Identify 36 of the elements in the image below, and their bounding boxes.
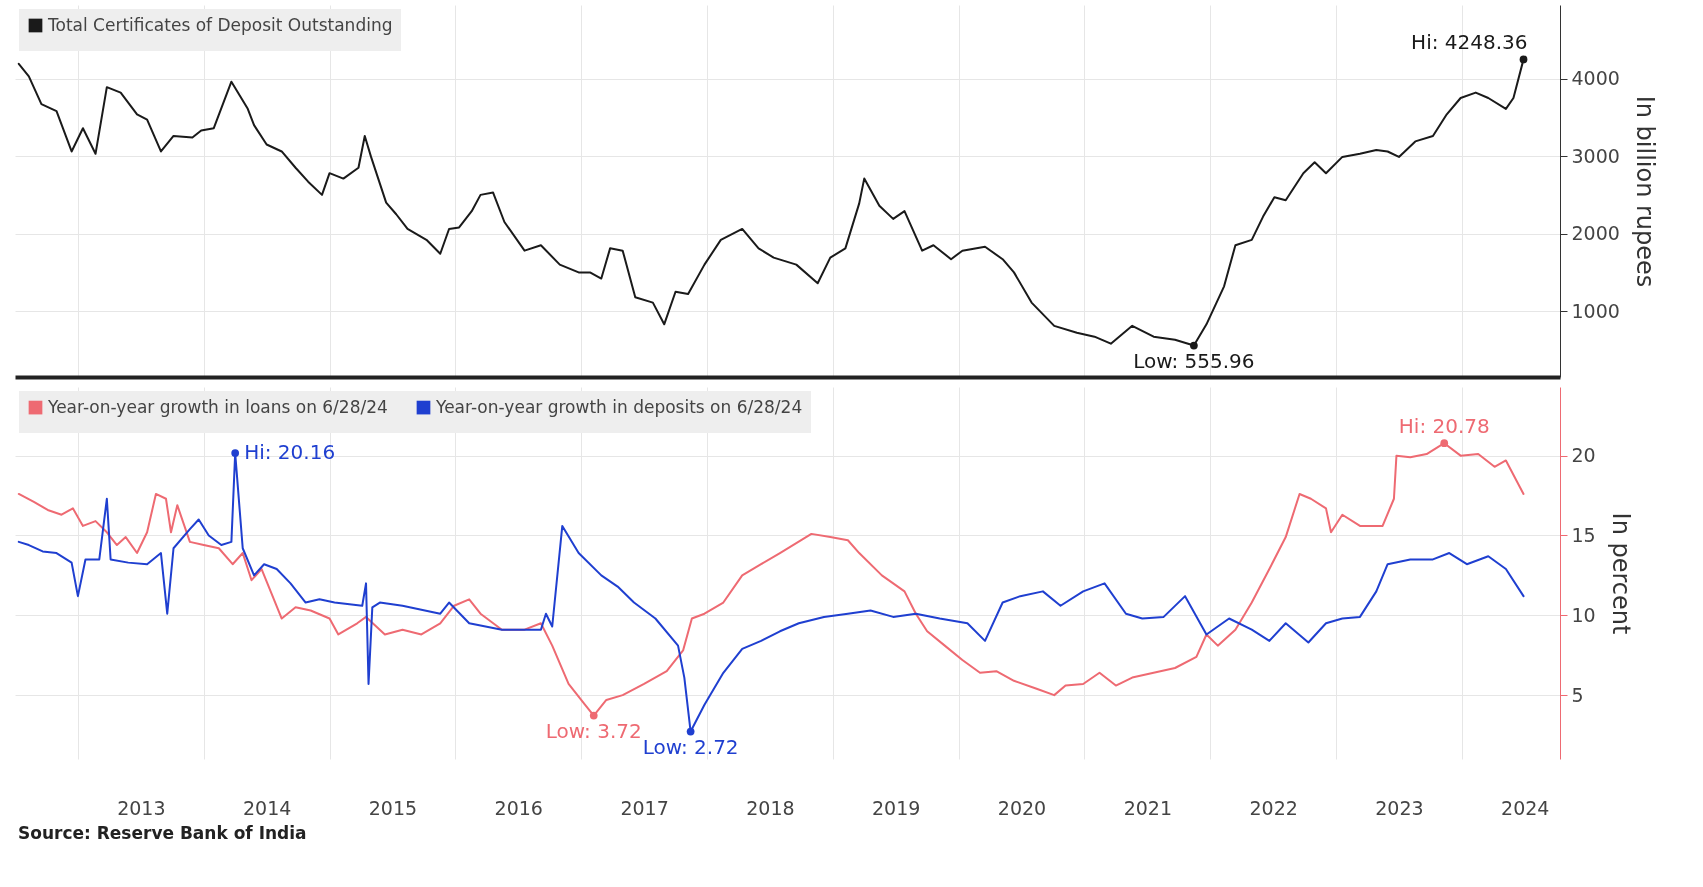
- point: [231, 449, 240, 457]
- point: [686, 727, 695, 736]
- x-tick-label: 2020: [997, 796, 1047, 819]
- y-tick-label: 2000: [1571, 222, 1620, 245]
- x-tick-label: 2017: [620, 796, 669, 819]
- y-axis-title: In percent: [1606, 512, 1635, 635]
- x-tick-label: 2015: [368, 796, 418, 819]
- x-tick-label: 2024: [1501, 796, 1550, 819]
- x-tick-label: 2022: [1249, 796, 1298, 819]
- y-tick-label: 15: [1571, 523, 1596, 546]
- annotation: Hi: 20.78: [1398, 414, 1490, 439]
- legend-label: Year-on-year growth in loans on 6/28/24: [47, 396, 388, 417]
- y-axis-title: In billion rupees: [1630, 95, 1659, 288]
- y-tick-label: 5: [1571, 683, 1584, 706]
- x-tick-label: 2013: [117, 796, 166, 819]
- annotation: Hi: 20.16: [244, 440, 336, 465]
- y-tick-label: 1000: [1571, 299, 1620, 322]
- y-tick-label: 20: [1571, 444, 1596, 467]
- x-tick-label: 2018: [746, 796, 795, 819]
- legend-label: Year-on-year growth in deposits on 6/28/24: [435, 396, 803, 417]
- x-tick-label: 2019: [872, 796, 921, 819]
- x-tick-label: 2016: [494, 796, 543, 819]
- x-tick-label: 2021: [1123, 796, 1173, 819]
- y-tick-label: 4000: [1571, 67, 1620, 90]
- y-tick-label: 10: [1571, 603, 1596, 626]
- source-note: Source: Reserve Bank of India: [17, 823, 308, 843]
- annotation: Low: 3.72: [545, 718, 642, 743]
- point: [589, 711, 598, 720]
- annotation: Low: 2.72: [642, 734, 739, 759]
- annotation: Hi: 4248.36: [1411, 30, 1528, 55]
- legend-label: Total Certificates of Deposit Outstanding: [47, 14, 393, 35]
- x-tick-label: 2023: [1375, 796, 1424, 819]
- annotation: Low: 555.96: [1133, 348, 1255, 373]
- point: [1440, 439, 1449, 448]
- x-tick-label: 2014: [242, 796, 292, 819]
- y-tick-label: 3000: [1571, 144, 1620, 167]
